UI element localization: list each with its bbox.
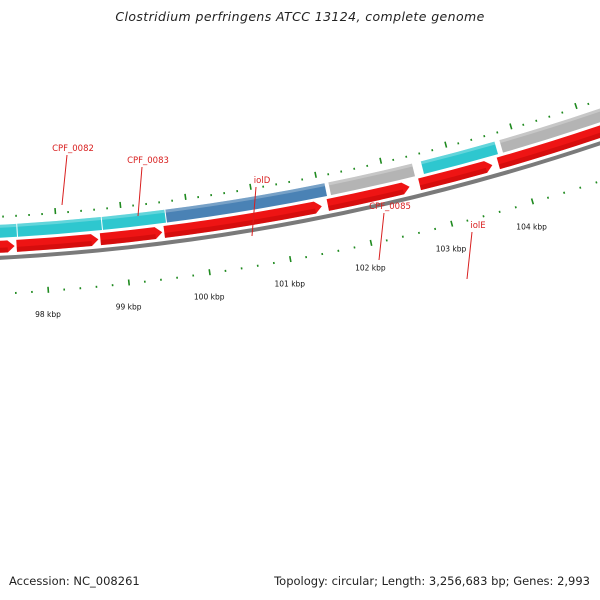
major-tick [127,279,131,286]
major-tick [119,201,122,209]
strand-arrow [16,234,99,252]
minor-tick [457,142,460,145]
genome-summary-text: Topology: circular; Length: 3,256,683 bp… [274,574,590,588]
major-tick [574,102,578,110]
minor-tick [514,206,517,209]
cds-feature-track [0,108,600,238]
top-tick-track [2,102,590,218]
strand-arrow [496,125,600,170]
strand-arrow [418,161,493,191]
gene-label: CPF_0085 [369,202,411,212]
cds-block [165,183,327,223]
strand-arrow [0,240,15,253]
strand-arrow-shade [419,167,488,191]
kbp-label: 103 kbp [436,245,467,254]
cds-highlight [499,108,600,144]
major-tick [450,220,454,227]
major-tick [289,255,292,263]
minor-tick [482,215,485,218]
minor-tick [535,119,538,122]
strand-arrow-shade [498,132,600,170]
major-tick [444,141,448,148]
cds-highlight [420,141,496,165]
strand-arrow-shade [0,247,8,253]
gene-leader-line [61,154,68,206]
gene-leader-line [378,212,385,261]
strand-arrow [163,201,322,238]
strand-arrow-shade [164,208,317,238]
kbp-label: 104 kbp [516,223,547,232]
major-tick [369,239,373,246]
major-tick [379,157,383,164]
minor-tick [587,102,590,106]
cds-block [101,209,166,230]
minor-tick [470,138,473,141]
gene-label: CPF_0082 [52,144,94,154]
strand-arrow-shade [16,241,92,252]
kbp-label: 99 kbp [116,303,142,312]
gene-leader-line [251,186,257,237]
minor-tick [548,115,551,118]
major-tick [184,193,187,200]
minor-tick [522,123,525,126]
scale-label-layer: 98 kbp 99 kbp 100 kbp 101 kbp 102 kbp 103 kbp… [35,223,547,319]
strand-arrow-shade [100,234,157,246]
major-tick [509,123,513,130]
cds-highlight [101,209,165,220]
cds-highlight [17,217,102,227]
minor-tick [546,196,550,199]
cds-block [420,141,498,174]
major-tick [208,269,211,276]
major-tick [249,183,252,190]
minor-tick [579,186,582,189]
scale-tick-track [14,181,598,295]
cds-highlight [165,183,326,213]
gene-leader-line [137,166,143,217]
strand-arrow [326,182,410,211]
minor-tick [483,134,486,138]
kbp-label: 100 kbp [194,293,225,302]
gene-label: CPF_0083 [127,156,169,166]
cds-highlight [328,163,413,186]
kbp-label: 98 kbp [35,310,61,319]
minor-tick [496,131,499,134]
major-tick [314,171,317,178]
strand-arrow-shade [328,189,405,211]
minor-tick [595,181,598,184]
cds-block [0,223,17,238]
minor-tick [563,191,566,194]
major-tick [530,198,535,205]
kbp-label: 102 kbp [355,264,386,273]
minor-tick [498,210,501,214]
map-title: Clostridium perfringens ATCC 13124, comp… [115,9,485,24]
strand-arrow [99,227,163,246]
gene-label: iolD [254,176,271,186]
cds-block [499,108,600,153]
cds-block [328,163,415,196]
cds-block [17,217,103,237]
gene-label: iolE [470,221,485,231]
minor-tick [466,219,469,222]
gene-leader-line [466,231,473,280]
kbp-label: 101 kbp [275,280,306,289]
gene-label-layer: CPF_0082 CPF_0083 iolD CPF_0085 iolE [52,144,486,280]
cds-highlight [0,223,17,228]
strand-arrow-track [0,125,600,253]
minor-tick [561,111,564,114]
accession-text: Accession: NC_008261 [9,574,140,588]
